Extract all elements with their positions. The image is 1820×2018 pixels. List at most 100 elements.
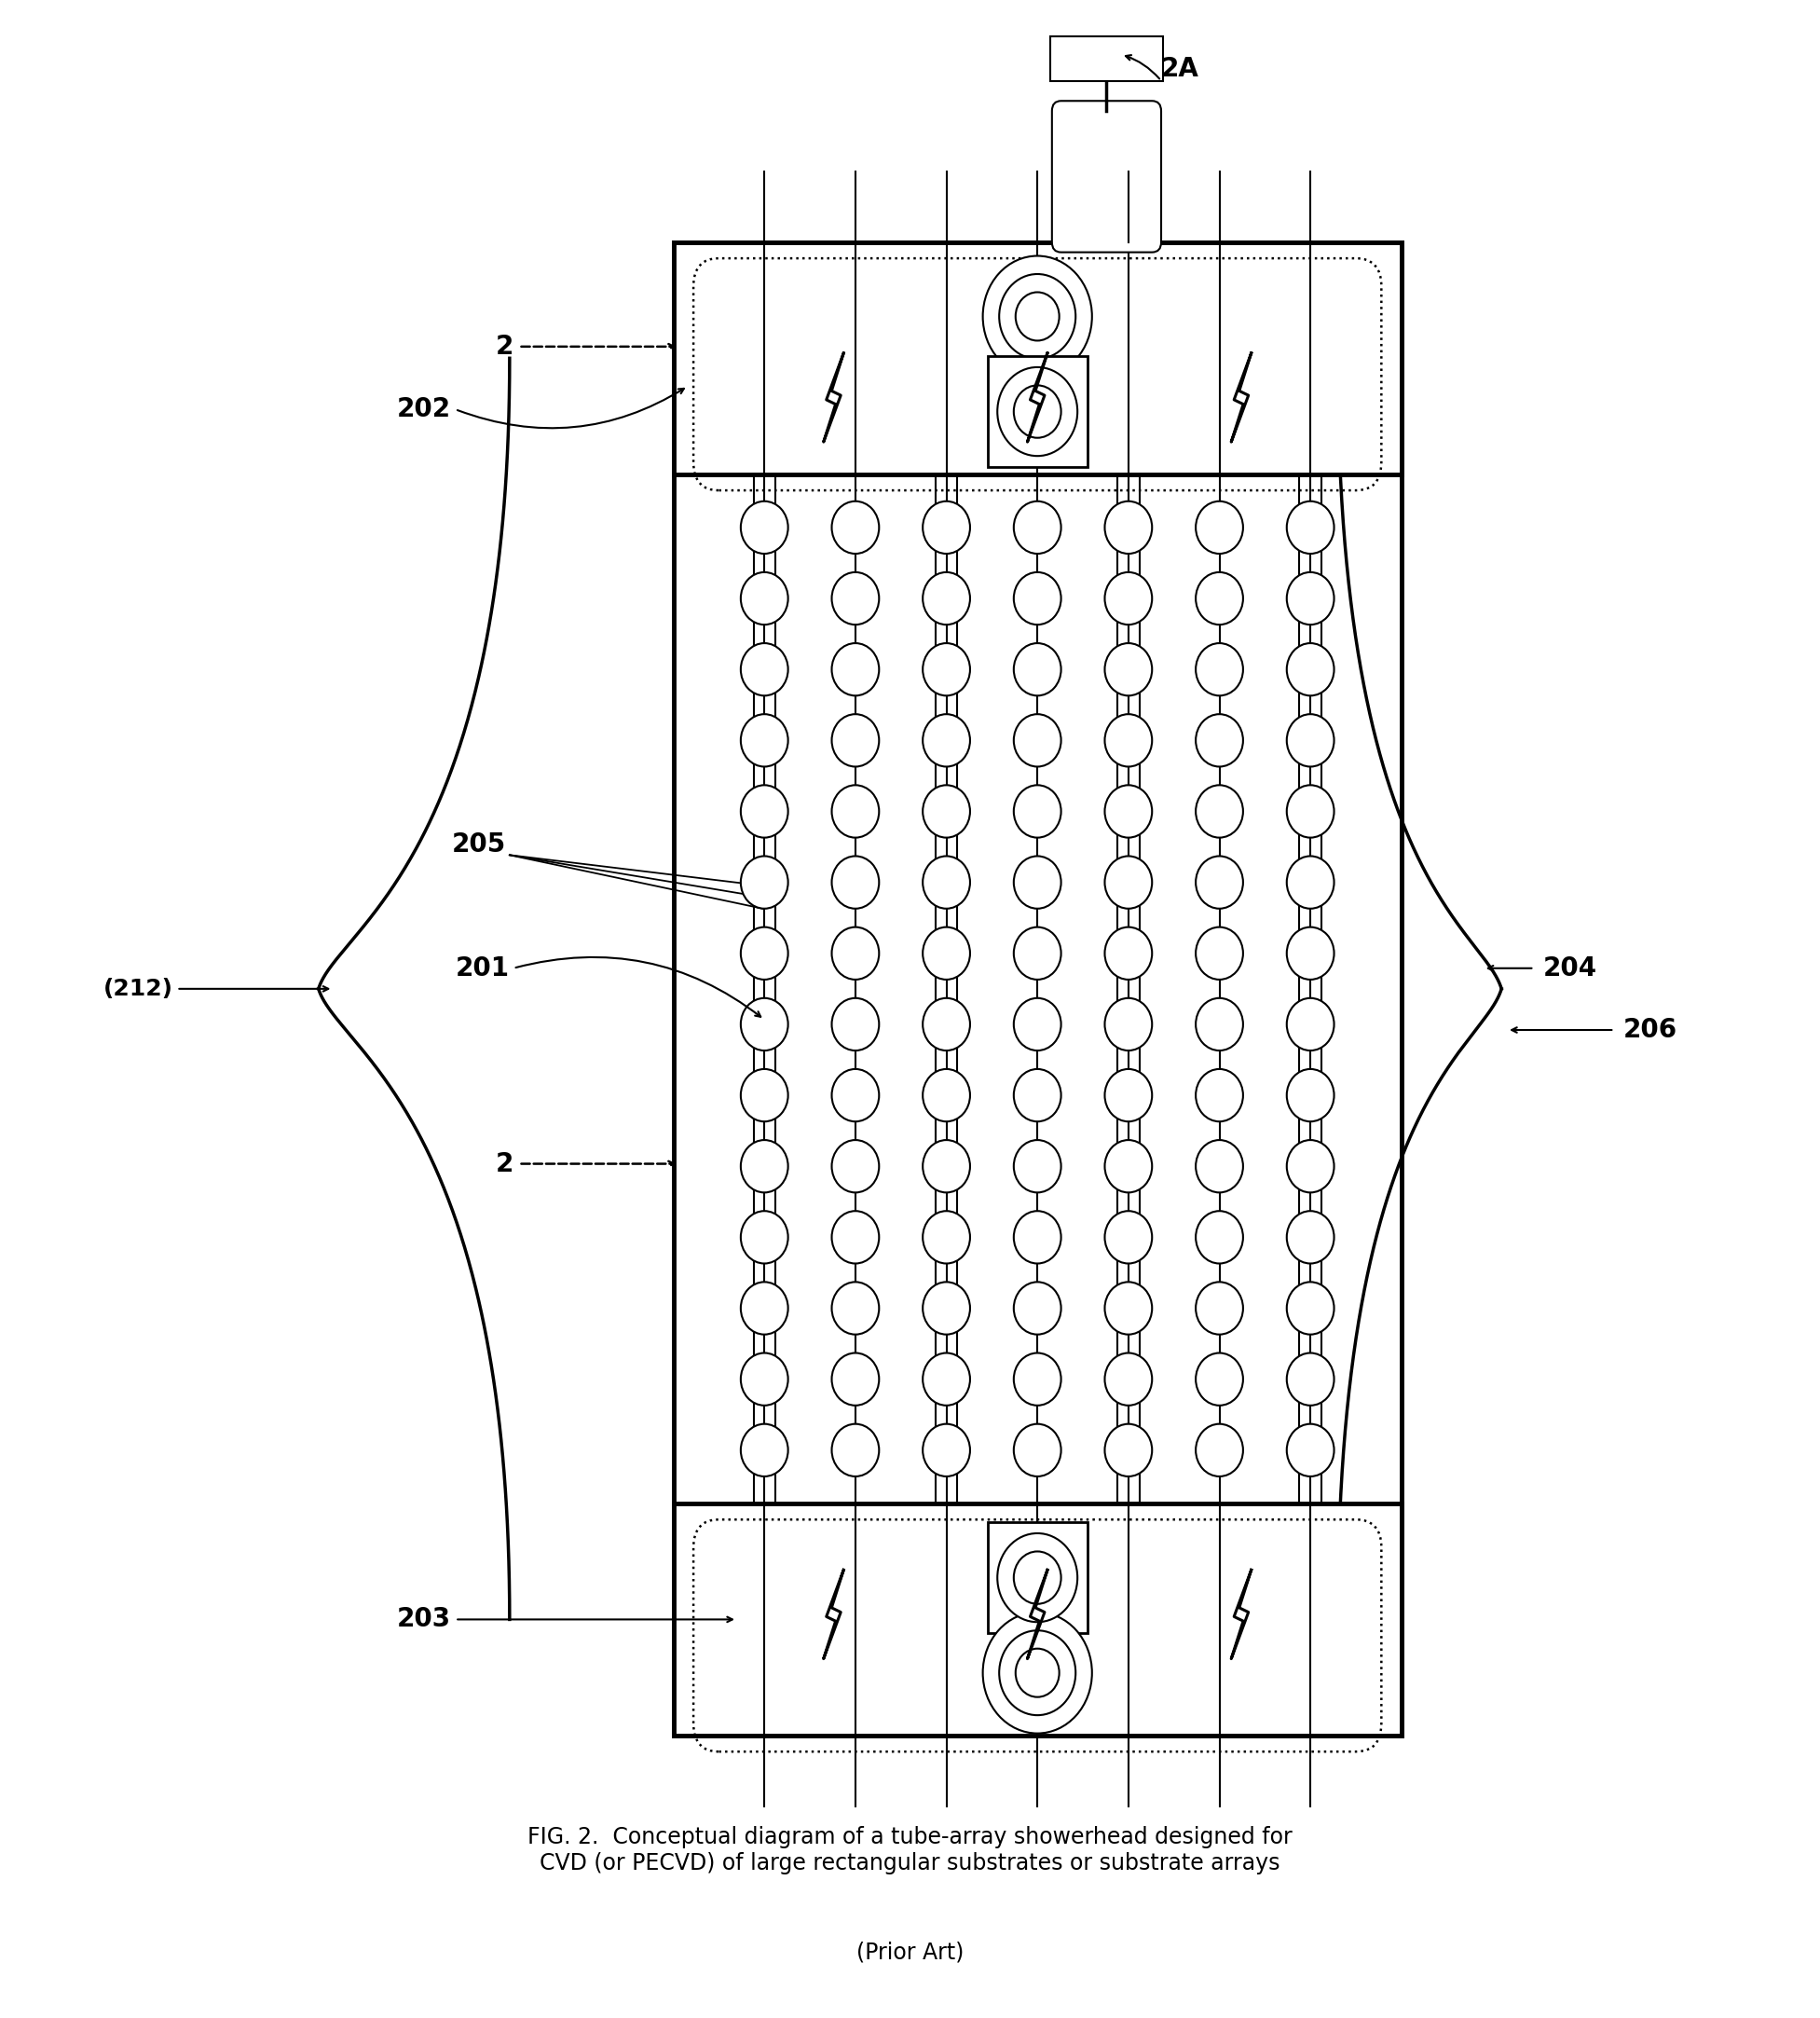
Circle shape bbox=[1014, 500, 1061, 553]
Text: 2A: 2A bbox=[1161, 57, 1199, 81]
Circle shape bbox=[1105, 1281, 1152, 1334]
Circle shape bbox=[1014, 856, 1061, 908]
Circle shape bbox=[1287, 1281, 1334, 1334]
Circle shape bbox=[999, 1631, 1076, 1715]
Circle shape bbox=[923, 644, 970, 696]
Circle shape bbox=[1016, 293, 1059, 341]
Circle shape bbox=[1196, 644, 1243, 696]
Circle shape bbox=[1014, 385, 1061, 438]
Circle shape bbox=[1014, 1552, 1061, 1604]
Circle shape bbox=[1196, 926, 1243, 979]
Circle shape bbox=[741, 926, 788, 979]
Circle shape bbox=[923, 926, 970, 979]
Circle shape bbox=[1287, 999, 1334, 1051]
Circle shape bbox=[923, 1140, 970, 1193]
Circle shape bbox=[923, 714, 970, 767]
Circle shape bbox=[1196, 573, 1243, 626]
Circle shape bbox=[1014, 714, 1061, 767]
Circle shape bbox=[983, 1612, 1092, 1733]
Circle shape bbox=[1287, 1140, 1334, 1193]
Circle shape bbox=[832, 644, 879, 696]
Circle shape bbox=[1287, 644, 1334, 696]
Circle shape bbox=[1287, 1352, 1334, 1405]
Circle shape bbox=[1105, 926, 1152, 979]
Circle shape bbox=[1196, 785, 1243, 837]
Circle shape bbox=[923, 1211, 970, 1263]
Circle shape bbox=[741, 856, 788, 908]
Circle shape bbox=[741, 714, 788, 767]
Circle shape bbox=[923, 785, 970, 837]
Circle shape bbox=[1287, 500, 1334, 553]
Circle shape bbox=[741, 644, 788, 696]
Circle shape bbox=[832, 999, 879, 1051]
Circle shape bbox=[1014, 1352, 1061, 1405]
Circle shape bbox=[1105, 500, 1152, 553]
Circle shape bbox=[923, 1352, 970, 1405]
Text: 202: 202 bbox=[397, 396, 451, 422]
Circle shape bbox=[1287, 926, 1334, 979]
Circle shape bbox=[1014, 1425, 1061, 1477]
Circle shape bbox=[1105, 999, 1152, 1051]
Circle shape bbox=[832, 1211, 879, 1263]
Circle shape bbox=[1196, 1211, 1243, 1263]
Circle shape bbox=[832, 1425, 879, 1477]
Circle shape bbox=[741, 573, 788, 626]
Circle shape bbox=[1014, 1281, 1061, 1334]
Circle shape bbox=[1014, 926, 1061, 979]
Circle shape bbox=[1196, 1140, 1243, 1193]
Circle shape bbox=[1016, 1649, 1059, 1697]
Bar bbox=[673, 242, 1401, 474]
Circle shape bbox=[1105, 1352, 1152, 1405]
Circle shape bbox=[741, 1211, 788, 1263]
Circle shape bbox=[741, 999, 788, 1051]
Circle shape bbox=[1105, 573, 1152, 626]
Circle shape bbox=[983, 256, 1092, 377]
Text: 2: 2 bbox=[495, 1150, 513, 1176]
Bar bbox=[673, 1503, 1401, 1735]
Circle shape bbox=[1196, 1070, 1243, 1122]
Circle shape bbox=[832, 926, 879, 979]
Circle shape bbox=[923, 1425, 970, 1477]
Circle shape bbox=[832, 1281, 879, 1334]
Circle shape bbox=[832, 1352, 879, 1405]
Circle shape bbox=[1287, 785, 1334, 837]
Circle shape bbox=[741, 1425, 788, 1477]
Circle shape bbox=[1287, 714, 1334, 767]
Circle shape bbox=[1287, 1425, 1334, 1477]
Circle shape bbox=[1105, 785, 1152, 837]
Circle shape bbox=[1014, 999, 1061, 1051]
Text: 205: 205 bbox=[451, 831, 506, 858]
Circle shape bbox=[1105, 1140, 1152, 1193]
Circle shape bbox=[997, 1534, 1077, 1622]
Circle shape bbox=[1196, 500, 1243, 553]
Circle shape bbox=[741, 1352, 788, 1405]
Circle shape bbox=[1105, 856, 1152, 908]
Circle shape bbox=[923, 500, 970, 553]
Text: (Prior Art): (Prior Art) bbox=[855, 1941, 965, 1964]
Bar bbox=[673, 242, 1401, 1735]
Circle shape bbox=[832, 785, 879, 837]
Circle shape bbox=[1014, 1211, 1061, 1263]
Circle shape bbox=[1105, 1425, 1152, 1477]
Circle shape bbox=[1014, 785, 1061, 837]
Circle shape bbox=[1196, 714, 1243, 767]
Circle shape bbox=[1105, 714, 1152, 767]
Bar bbox=[988, 355, 1088, 466]
Circle shape bbox=[1196, 1425, 1243, 1477]
Text: 203: 203 bbox=[397, 1606, 451, 1633]
Circle shape bbox=[741, 1070, 788, 1122]
Circle shape bbox=[923, 856, 970, 908]
Circle shape bbox=[1196, 1281, 1243, 1334]
Circle shape bbox=[1196, 856, 1243, 908]
Circle shape bbox=[1014, 573, 1061, 626]
Circle shape bbox=[1014, 1070, 1061, 1122]
Circle shape bbox=[1105, 644, 1152, 696]
Circle shape bbox=[1105, 1211, 1152, 1263]
Circle shape bbox=[832, 1140, 879, 1193]
Circle shape bbox=[832, 500, 879, 553]
Circle shape bbox=[1196, 999, 1243, 1051]
Circle shape bbox=[1287, 573, 1334, 626]
Circle shape bbox=[832, 1070, 879, 1122]
Circle shape bbox=[1287, 856, 1334, 908]
Text: FIG. 2.  Conceptual diagram of a tube-array showerhead designed for
CVD (or PECV: FIG. 2. Conceptual diagram of a tube-arr… bbox=[528, 1826, 1292, 1875]
